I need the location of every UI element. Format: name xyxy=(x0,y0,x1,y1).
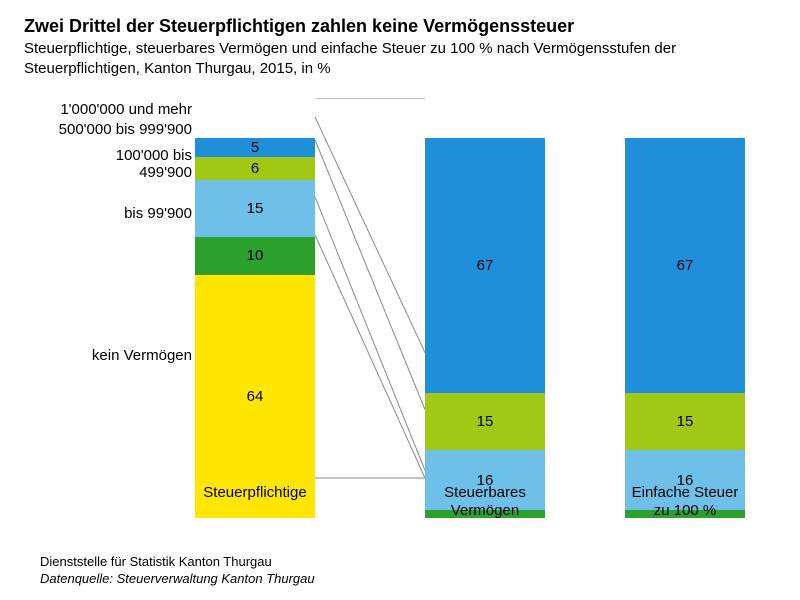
seg-taxpayers-100_499: 15 xyxy=(195,180,315,237)
chart-subtitle: Steuerpflichtige, steuerbares Vermögen u… xyxy=(0,39,800,78)
seg-taxpayers-500_999: 6 xyxy=(195,157,315,180)
chart-title: Zwei Drittel der Steuerpflichtigen zahle… xyxy=(0,0,800,39)
footer-datasource: Datenquelle: Steuerverwaltung Kanton Thu… xyxy=(40,571,315,588)
xlabel-wealth: SteuerbaresVermögen xyxy=(405,484,565,520)
xlabel-tax: Einfache Steuerzu 100 % xyxy=(605,484,765,520)
category-label-100_499: 100'000 bis499'900 xyxy=(12,148,192,181)
seg-wealth-500_999: 15 xyxy=(425,393,545,450)
category-label-500_999: 500'000 bis 999'900 xyxy=(12,122,192,139)
footer-source: Dienststelle für Statistik Kanton Thurga… xyxy=(40,554,315,571)
category-label-1m: 1'000'000 und mehr xyxy=(12,102,192,119)
seg-tax-1m: 67 xyxy=(625,138,745,393)
category-label-none: kein Vermögen xyxy=(12,348,192,365)
seg-taxpayers-1m: 5 xyxy=(195,138,315,157)
bar-tax: 161567 xyxy=(625,138,745,518)
seg-taxpayers-to99: 10 xyxy=(195,237,315,275)
chart-footer: Dienststelle für Statistik Kanton Thurga… xyxy=(40,554,315,588)
chart-area: 64101565Steuerpflichtige161567Steuerbare… xyxy=(0,98,800,518)
seg-wealth-1m: 67 xyxy=(425,138,545,393)
seg-taxpayers-none: 64 xyxy=(195,275,315,518)
bar-taxpayers: 64101565 xyxy=(195,138,315,518)
category-label-to99: bis 99'900 xyxy=(12,206,192,223)
seg-tax-500_999: 15 xyxy=(625,393,745,450)
xlabel-taxpayers: Steuerpflichtige xyxy=(175,484,335,502)
bar-wealth: 161567 xyxy=(425,138,545,518)
